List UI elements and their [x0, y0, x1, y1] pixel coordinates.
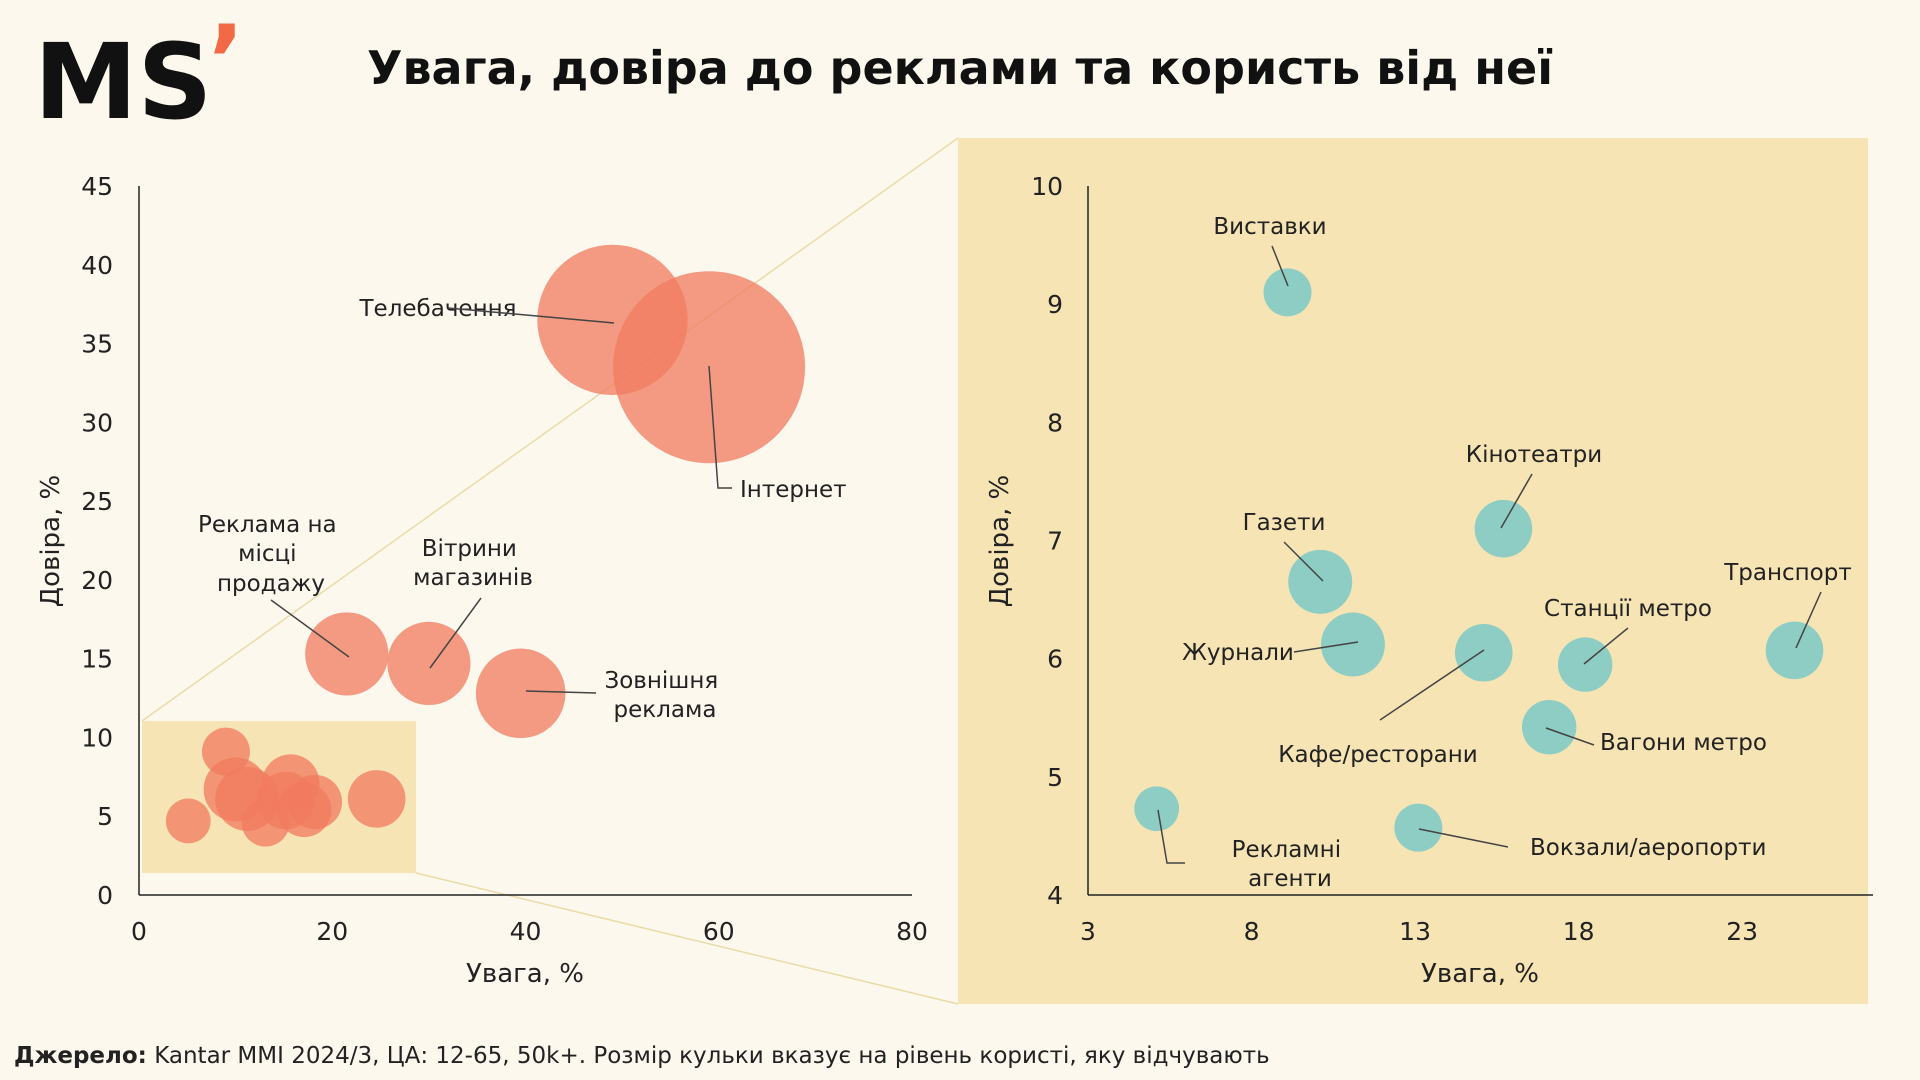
label-magazines: Журнали [1182, 640, 1294, 666]
main-bubble-chart: 0 5 10 15 20 25 30 35 40 45 0 20 40 60 80 Телебачення… [36, 172, 928, 989]
logo-mark: ’ [208, 5, 244, 117]
leader-tv [447, 307, 615, 324]
label-cafes: Кафе/ресторани [1278, 742, 1478, 768]
leader-metro-stations [1583, 627, 1629, 665]
main-bubble [277, 782, 332, 838]
label-metro-cars: Вагони метро [1600, 730, 1767, 756]
main-y-tick-label: 10 [81, 723, 113, 752]
source-label: Джерело: [14, 1043, 147, 1069]
zoom-y-tick-label: 6 [1047, 645, 1063, 674]
label-ad-agents: Рекламні агенти [1232, 837, 1349, 892]
main-bubble [347, 770, 406, 828]
zoom-y-axis-label: Довіра, % [985, 475, 1015, 607]
zoom-bubble [1288, 549, 1353, 614]
main-bubble-labels: Телебачення Інтернет Реклама на місці пр… [198, 296, 847, 723]
logo-text: MS [34, 21, 212, 143]
main-bubble [387, 621, 471, 705]
main-bubble [165, 798, 211, 844]
zoom-bubble [1394, 803, 1443, 852]
label-metro-stations: Станції метро [1544, 596, 1712, 622]
label-internet: Інтернет [740, 477, 847, 503]
zoom-x-tick-label: 13 [1399, 917, 1431, 946]
leader-shop-windows [429, 597, 482, 669]
source-note: Джерело: Kantar MMI 2024/3, ЦА: 12-65, 5… [14, 1043, 1270, 1069]
zoom-bubble-chart: 4 5 6 7 8 9 10 3 8 13 18 23 Виставки Кінотеатри Га… [985, 172, 1873, 989]
ms-logo: MS ’ [34, 5, 244, 143]
leader-magazines [1293, 641, 1359, 653]
leader-metro-cars [1545, 727, 1595, 746]
label-transport: Транспорт [1723, 560, 1852, 586]
main-x-tick-label: 20 [316, 917, 348, 946]
leader-newspapers [1283, 541, 1324, 582]
zoom-bubble-labels: Виставки Кінотеатри Газети Журнали Кафе/… [1157, 214, 1852, 892]
main-bubble [475, 648, 566, 739]
zoom-x-axis-label: Увага, % [1421, 959, 1539, 989]
zoom-bubble [1454, 623, 1513, 682]
main-bubble [305, 612, 389, 696]
zoom-bubble [1320, 612, 1385, 677]
leader-point-of-sale [270, 599, 350, 658]
zoom-y-tick-label: 9 [1047, 290, 1063, 319]
zoom-bubble [1134, 786, 1180, 832]
zoom-panel [958, 138, 1868, 1004]
zoom-x-tick-label: 18 [1563, 917, 1595, 946]
label-point-of-sale: Реклама на місці продажу [198, 512, 344, 597]
main-y-tick-label: 35 [81, 330, 113, 359]
chart-title: Увага, довіра до реклами та користь від … [367, 41, 1553, 95]
leader-internet [708, 365, 732, 489]
zoom-y-tick-label: 4 [1047, 881, 1063, 910]
main-x-tick-label: 0 [131, 917, 147, 946]
main-y-axis-label: Довіра, % [36, 475, 66, 607]
source-text: Kantar MMI 2024/3, ЦА: 12-65, 50k+. Розм… [147, 1043, 1270, 1069]
label-outdoor: Зовнішня реклама [604, 668, 725, 723]
main-y-tick-label: 25 [81, 487, 113, 516]
main-y-tick-label: 0 [97, 881, 113, 910]
main-x-axis-label: Увага, % [466, 959, 584, 989]
zoom-y-tick-label: 5 [1047, 763, 1063, 792]
zoom-x-tick-label: 3 [1080, 917, 1096, 946]
zoom-y-ticks: 4 5 6 7 8 9 10 [1031, 172, 1063, 910]
label-tv: Телебачення [359, 296, 517, 322]
leader-cafes [1379, 649, 1485, 721]
main-y-tick-label: 30 [81, 408, 113, 437]
leader-outdoor [525, 690, 597, 694]
leader-stations-airports [1418, 828, 1509, 848]
main-y-tick-label: 5 [97, 802, 113, 831]
main-x-tick-label: 60 [703, 917, 735, 946]
zoom-y-tick-label: 7 [1047, 527, 1063, 556]
zoom-bubble [1557, 637, 1613, 692]
zoom-bubble [1521, 700, 1577, 755]
zoom-y-tick-label: 8 [1047, 408, 1063, 437]
main-x-tick-label: 80 [896, 917, 928, 946]
label-shop-windows: Вітрини магазинів [413, 536, 533, 591]
label-stations-airports: Вокзали/аеропорти [1530, 835, 1766, 861]
leader-cinemas [1500, 473, 1533, 529]
label-cinemas: Кінотеатри [1466, 442, 1602, 468]
label-exhibitions: Виставки [1213, 214, 1326, 240]
zoom-bubble [1263, 268, 1312, 317]
main-y-tick-label: 15 [81, 645, 113, 674]
zoom-connector-top [141, 137, 959, 722]
main-x-tick-label: 40 [510, 917, 542, 946]
main-bubble [241, 798, 290, 847]
zoom-x-ticks: 3 8 13 18 23 [1080, 917, 1758, 946]
zoom-y-tick-label: 10 [1031, 172, 1063, 201]
main-x-ticks: 0 20 40 60 80 [131, 917, 928, 946]
main-y-tick-label: 40 [81, 251, 113, 280]
main-y-tick-label: 45 [81, 172, 113, 201]
leader-transport [1795, 591, 1822, 649]
zoom-x-tick-label: 8 [1244, 917, 1260, 946]
zoom-bubbles [1134, 268, 1824, 852]
zoom-bubble [1474, 499, 1533, 558]
main-y-tick-label: 20 [81, 566, 113, 595]
leader-ad-agents [1157, 809, 1185, 864]
zoom-x-tick-label: 23 [1726, 917, 1758, 946]
label-newspapers: Газети [1243, 510, 1326, 536]
main-y-ticks: 0 5 10 15 20 25 30 35 40 45 [81, 172, 113, 910]
leader-exhibitions [1271, 245, 1289, 287]
zoom-bubble [1765, 621, 1824, 680]
